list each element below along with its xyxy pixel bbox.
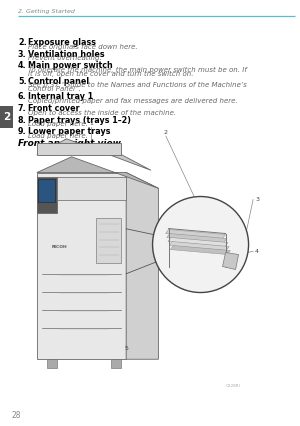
Text: Front and right view: Front and right view [18, 139, 121, 148]
Text: 1: 1 [89, 121, 93, 126]
Polygon shape [169, 242, 229, 250]
Text: 2.: 2. [18, 38, 27, 47]
Polygon shape [167, 233, 227, 242]
Text: 28: 28 [12, 411, 22, 420]
Text: 4: 4 [255, 249, 259, 254]
Polygon shape [223, 253, 238, 270]
Text: 2. Getting Started: 2. Getting Started [18, 9, 75, 14]
Text: 2: 2 [164, 130, 168, 135]
Text: Open to access the inside of the machine.: Open to access the inside of the machine… [28, 109, 176, 115]
Polygon shape [166, 230, 226, 239]
Text: 3.: 3. [18, 50, 27, 59]
Polygon shape [37, 157, 158, 188]
Polygon shape [170, 245, 230, 254]
Text: See p.37 “Guide to the Names and Functions of the Machine’s: See p.37 “Guide to the Names and Functio… [28, 82, 247, 89]
Polygon shape [168, 238, 228, 247]
Text: 4.: 4. [18, 61, 27, 70]
Text: 2: 2 [3, 112, 10, 122]
Bar [47, 359, 57, 368]
Text: Paper trays (trays 1–2): Paper trays (trays 1–2) [28, 115, 131, 125]
Text: Main power switch: Main power switch [28, 61, 113, 70]
Polygon shape [38, 179, 56, 202]
Text: Exposure glass: Exposure glass [28, 38, 96, 47]
Text: To operate the machine, the main power switch must be on. If: To operate the machine, the main power s… [28, 67, 247, 73]
Bar [111, 359, 121, 368]
Text: 6.: 6. [18, 92, 27, 101]
Text: it is off, open the cover and turn the switch on.: it is off, open the cover and turn the s… [28, 71, 194, 77]
Text: Prevent overheating.: Prevent overheating. [28, 55, 102, 61]
Text: Load paper here.: Load paper here. [28, 121, 88, 127]
Text: Control Panel”.: Control Panel”. [28, 86, 81, 92]
Polygon shape [57, 177, 126, 199]
Text: Lower paper trays: Lower paper trays [28, 127, 110, 136]
Circle shape [153, 196, 249, 293]
Text: 8.: 8. [18, 115, 27, 125]
Text: Load paper here.: Load paper here. [28, 133, 88, 139]
Text: 7.: 7. [18, 104, 27, 113]
Bar [0, 106, 13, 128]
Text: Front cover: Front cover [28, 104, 80, 113]
Text: Copied/printed paper and fax messages are delivered here.: Copied/printed paper and fax messages ar… [28, 98, 238, 104]
Polygon shape [37, 139, 151, 170]
Polygon shape [126, 173, 158, 359]
Text: 5: 5 [124, 345, 128, 351]
Polygon shape [37, 143, 121, 155]
Text: Place originals face down here.: Place originals face down here. [28, 43, 138, 49]
Polygon shape [37, 177, 57, 213]
Text: 9.: 9. [18, 127, 27, 136]
Text: Internal tray 1: Internal tray 1 [28, 92, 93, 101]
Text: Control panel: Control panel [28, 77, 89, 86]
Text: 5.: 5. [18, 77, 27, 86]
Text: 3: 3 [255, 197, 259, 202]
Text: RICOH: RICOH [52, 245, 68, 249]
Text: C228RI: C228RI [225, 384, 240, 388]
Polygon shape [96, 218, 121, 262]
Text: Ventilation holes: Ventilation holes [28, 50, 105, 59]
Polygon shape [37, 173, 126, 359]
